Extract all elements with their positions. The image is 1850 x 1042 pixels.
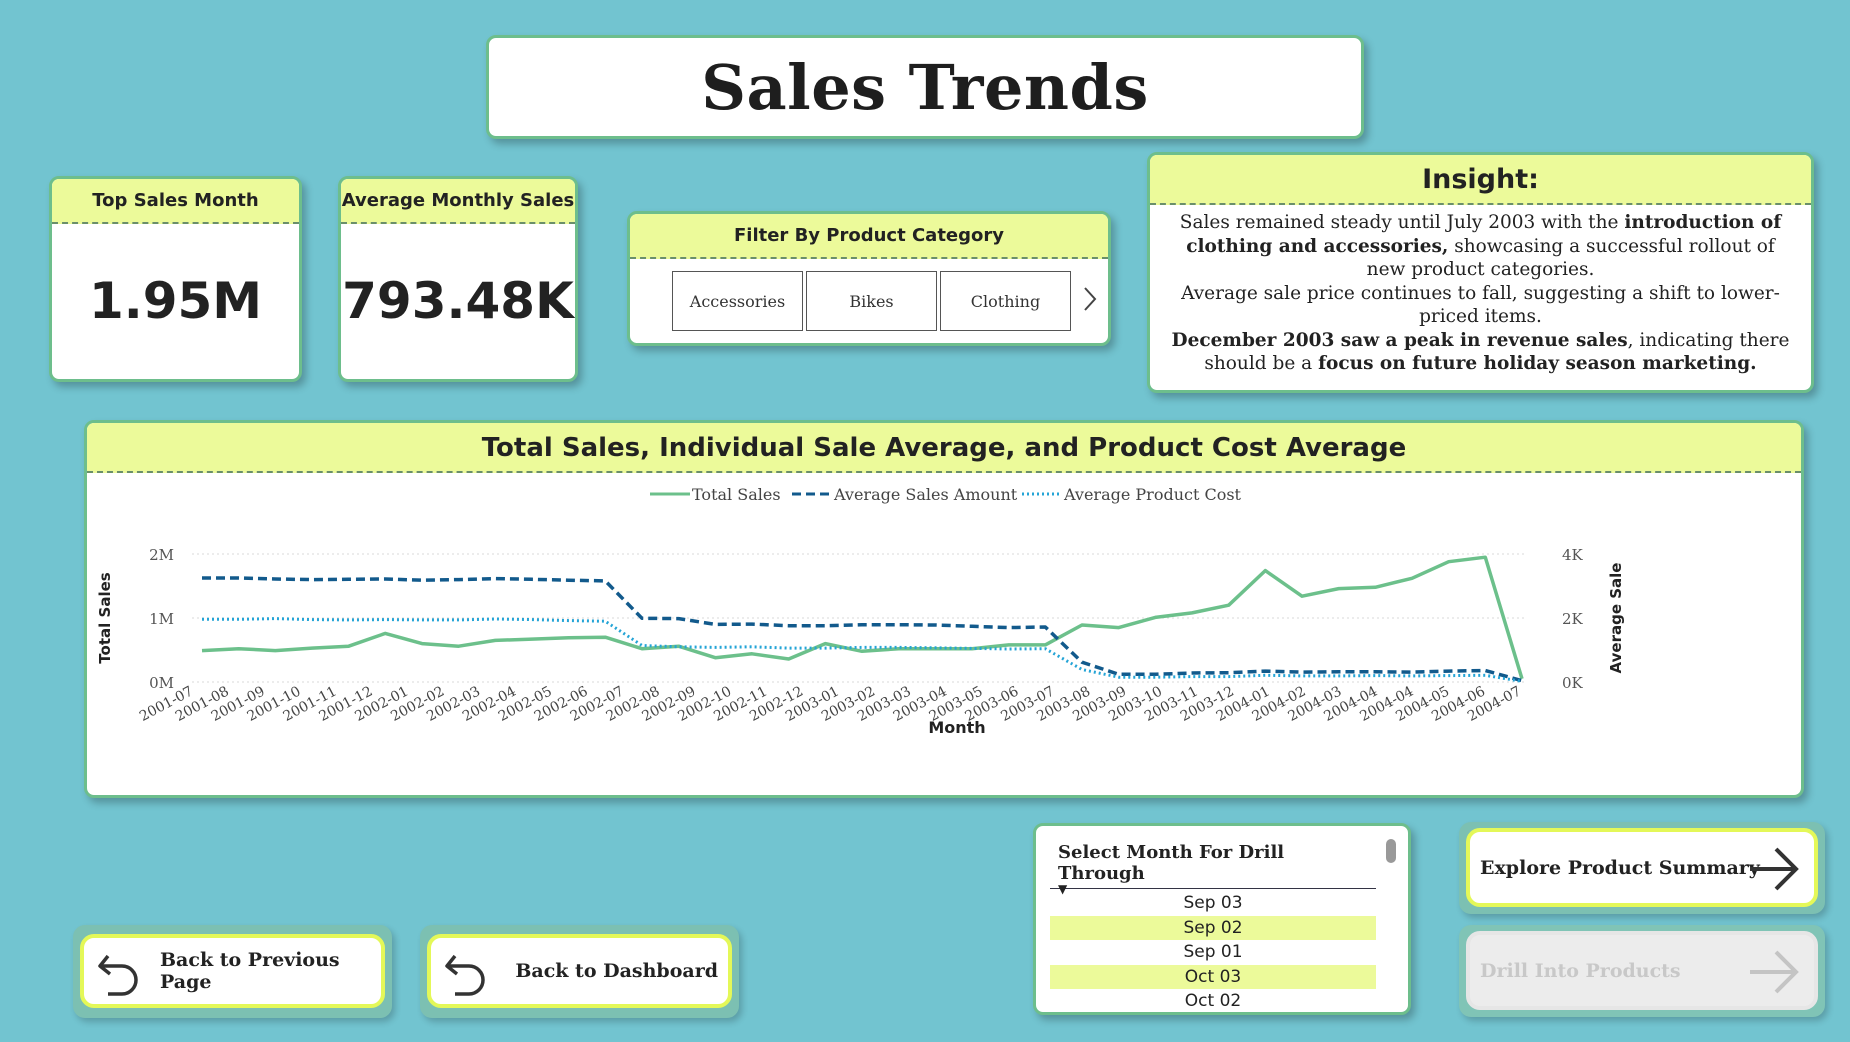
kpi-average-monthly-sales: Average Monthly Sales 793.48K (338, 176, 578, 382)
drill-item-sep-03[interactable]: Sep 03 (1183, 893, 1243, 913)
kpi-label: Top Sales Month (52, 179, 299, 224)
y-axis-title: Total Sales (96, 572, 114, 663)
insight-title: Insight: (1150, 155, 1811, 205)
back-previous-label: Back to Previous Page (160, 949, 340, 993)
arrow-right-icon (1748, 949, 1800, 1000)
drill-into-products-button[interactable]: Drill Into Products (1466, 931, 1818, 1010)
insight-text-bold: focus on future holiday season marketing… (1318, 353, 1757, 374)
sales-trend-chart: Total Sales, Individual Sale Average, an… (84, 420, 1804, 798)
category-filter: Filter By Product Category Accessories B… (627, 211, 1111, 346)
chart-plot: 0M 1M 2M 0K 2K 4K Total Sales Average Sale Month… (96, 485, 1625, 737)
undo-arrow-icon (443, 950, 489, 1003)
y2-tick-label: 0K (1562, 674, 1584, 692)
y2-tick-label: 2K (1562, 610, 1584, 628)
filter-option-clothing[interactable]: Clothing (940, 271, 1071, 331)
insight-card: Insight: Sales remained steady until Jul… (1147, 152, 1814, 393)
title-card: Sales Trends (486, 35, 1364, 139)
insight-text-part: , indicating there should be a (1204, 329, 1790, 375)
y-tick-label: 1M (149, 610, 174, 628)
filter-option-bikes[interactable]: Bikes (806, 271, 937, 331)
insight-text-bold: December 2003 saw a peak in revenue sale… (1171, 329, 1628, 351)
insight-text-part: Average sale price continues to fall, su… (1181, 282, 1780, 328)
insight-text-part: Sales remained steady until July 2003 wi… (1179, 212, 1625, 233)
back-dashboard-label: Back to Dashboard (515, 960, 718, 982)
caret-down-icon[interactable]: ▼ (1058, 882, 1068, 896)
arrow-right-icon (1748, 846, 1800, 897)
legend-label: Average Sales Amount (833, 485, 1018, 504)
drill-title-text: Select Month For Drill Through (1058, 842, 1285, 884)
month-drill-slicer: Select Month For Drill Through ▼ Sep 03 … (1033, 823, 1411, 1015)
explore-button-label: Explore Product Summary (1480, 856, 1760, 879)
x-axis-title: Month (928, 718, 985, 737)
series-line-average-sales-amount (202, 576, 1523, 683)
filter-title: Filter By Product Category (630, 214, 1108, 259)
y-tick-label: 2M (149, 546, 174, 564)
y2-tick-label: 4K (1562, 546, 1584, 564)
drill-item-sep-02[interactable]: Sep 02 (1050, 915, 1376, 940)
insight-text-part: showcasing a successful rollout of new p… (1366, 235, 1775, 281)
kpi-value: 793.48K (342, 272, 574, 330)
series-line-total-sales (201, 555, 1524, 680)
kpi-top-sales-month: Top Sales Month 1.95M (49, 176, 302, 382)
y-tick-label: 0M (149, 674, 174, 692)
drill-item-sep-01[interactable]: Sep 01 (1183, 942, 1243, 962)
kpi-label: Average Monthly Sales (341, 179, 575, 224)
back-to-dashboard-button[interactable]: Back to Dashboard (427, 934, 732, 1008)
series-line-average-product-cost (202, 617, 1523, 683)
drill-item-oct-02[interactable]: Oct 02 (1184, 991, 1242, 1011)
y2-axis-title: Average Sale (1607, 563, 1625, 674)
legend-label: Total Sales (692, 485, 781, 504)
chevron-right-icon[interactable] (1082, 285, 1098, 318)
back-to-previous-page-button[interactable]: Back to Previous Page (80, 934, 385, 1008)
filter-option-accessories[interactable]: Accessories (672, 271, 803, 331)
drill-products-label: Drill Into Products (1480, 959, 1681, 982)
chart-title: Total Sales, Individual Sale Average, an… (87, 423, 1801, 473)
drill-title: Select Month For Drill Through ▼ (1050, 838, 1376, 896)
insight-text-bold: introduction of clothing and accessories… (1186, 212, 1782, 257)
drill-item-oct-03[interactable]: Oct 03 (1050, 964, 1376, 989)
drill-list: Sep 03 Sep 02 Sep 01 Oct 03 Oct 02 (1050, 891, 1376, 1016)
kpi-value: 1.95M (88, 272, 263, 330)
scrollbar-thumb[interactable] (1386, 839, 1396, 863)
legend-label: Average Product Cost (1063, 485, 1242, 504)
drill-item-partial (1050, 1014, 1376, 1016)
insight-text: Sales remained steady until July 2003 wi… (1150, 205, 1811, 376)
page-title: Sales Trends (701, 50, 1149, 124)
undo-arrow-icon (96, 950, 142, 1003)
explore-product-summary-button[interactable]: Explore Product Summary (1466, 828, 1818, 907)
